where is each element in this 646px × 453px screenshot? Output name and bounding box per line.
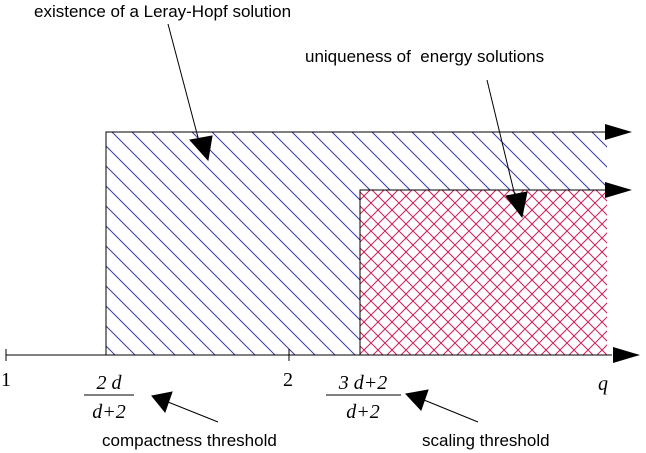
fraction-denominator: d+2 [92,401,126,423]
scaling-label: scaling threshold [422,431,550,450]
fraction-denominator: d+2 [346,401,380,423]
axis-label: 1 [1,369,11,391]
arrowheads [605,124,640,363]
existence-label: existence of a Leray-Hopf solution [34,2,291,21]
compactness-label: compactness threshold [102,431,277,450]
fraction-numerator: 3 d+2 [338,372,388,394]
uniqueness-label: uniqueness of energy solutions [305,47,544,66]
axis-label: 2 [283,369,293,391]
pointers [151,23,528,423]
uniqueness-region [360,190,607,355]
axis-variable: q [598,373,608,395]
fraction-numerator: 2 d [97,372,123,394]
frame [5,131,612,361]
